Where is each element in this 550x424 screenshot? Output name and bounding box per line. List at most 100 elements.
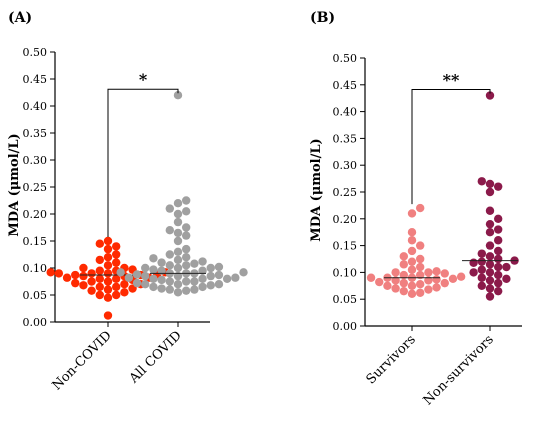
x-tick-label: Non-COVID [50,328,115,393]
data-point [198,274,207,283]
data-point [432,283,441,292]
data-point [383,281,392,290]
significance-bracket [411,89,491,205]
data-point [95,255,105,265]
data-point [198,266,207,275]
data-point [407,289,417,299]
panel-b [360,57,522,331]
y-axis-label: MDA (μmol/L) [309,138,324,241]
data-point [190,285,199,294]
data-point [87,277,96,286]
data-point [424,285,433,294]
data-point [141,263,150,273]
data-point [485,284,495,293]
data-point [407,236,417,245]
data-point [103,285,113,294]
y-tick-label: 0.40 [333,106,358,119]
data-point [415,279,425,289]
data-point [448,274,458,284]
data-point [485,252,495,261]
data-point [456,272,466,281]
data-point [165,261,175,270]
data-point [407,265,417,274]
data-point [366,273,376,282]
data-point [407,209,417,218]
data-point [391,284,400,293]
y-tick-label: 0.35 [23,127,48,140]
data-point [149,274,158,283]
data-point [415,288,425,297]
data-point [190,259,199,268]
data-point [165,285,175,294]
data-point [181,207,191,216]
data-point [103,311,113,320]
data-point [173,199,183,208]
data-point [198,257,207,266]
data-point [71,278,80,288]
data-point [95,274,105,283]
data-point [493,225,503,234]
data-point [485,187,495,197]
data-point [103,269,113,278]
data-point [79,271,88,281]
data-point [103,293,113,302]
data-point [407,246,417,256]
data-point [149,254,158,263]
y-tick-label: 0.20 [333,213,358,226]
data-point [181,231,191,240]
data-point [493,278,503,288]
data-point [124,273,134,282]
data-point [391,276,400,285]
y-tick-label: 0.25 [23,181,48,194]
data-point [103,277,113,286]
data-point [424,268,433,277]
data-point [173,263,183,273]
data-point [141,280,150,289]
panel-a [46,51,248,327]
data-point [493,182,503,191]
data-point [415,270,425,280]
data-point [415,254,425,264]
data-point [493,270,503,280]
data-point [485,276,495,285]
data-point [198,282,207,292]
data-point [493,246,503,256]
data-point [485,292,495,301]
data-point [477,257,487,266]
data-point [95,239,105,248]
y-tick-label: 0.00 [23,316,48,329]
data-point [493,254,503,264]
data-point [222,274,232,283]
data-point [111,282,121,292]
x-tick-label: All COVID [126,328,185,387]
data-point [111,290,121,300]
data-point [391,268,400,277]
y-tick-label: 0.40 [23,100,48,113]
data-point [165,250,175,259]
data-point [165,204,175,213]
data-point [214,262,224,272]
y-tick-label: 0.30 [333,159,358,172]
data-point [190,277,199,286]
data-point [173,217,183,227]
data-point [407,228,417,237]
data-point [120,280,129,289]
data-point [173,91,183,100]
data-point [149,265,158,274]
data-point [399,278,409,288]
data-point [181,286,191,295]
data-point [375,277,384,287]
data-point [214,270,224,280]
y-tick-label: 0.20 [23,208,48,221]
data-point [407,257,417,266]
data-point [111,258,121,267]
data-point [206,263,215,273]
data-point [103,244,113,254]
data-point [485,228,495,237]
data-point [469,258,478,267]
y-axis-label: MDA (μmol/L) [7,133,22,236]
data-point [54,269,64,278]
data-point [399,260,409,269]
data-point [485,206,495,215]
